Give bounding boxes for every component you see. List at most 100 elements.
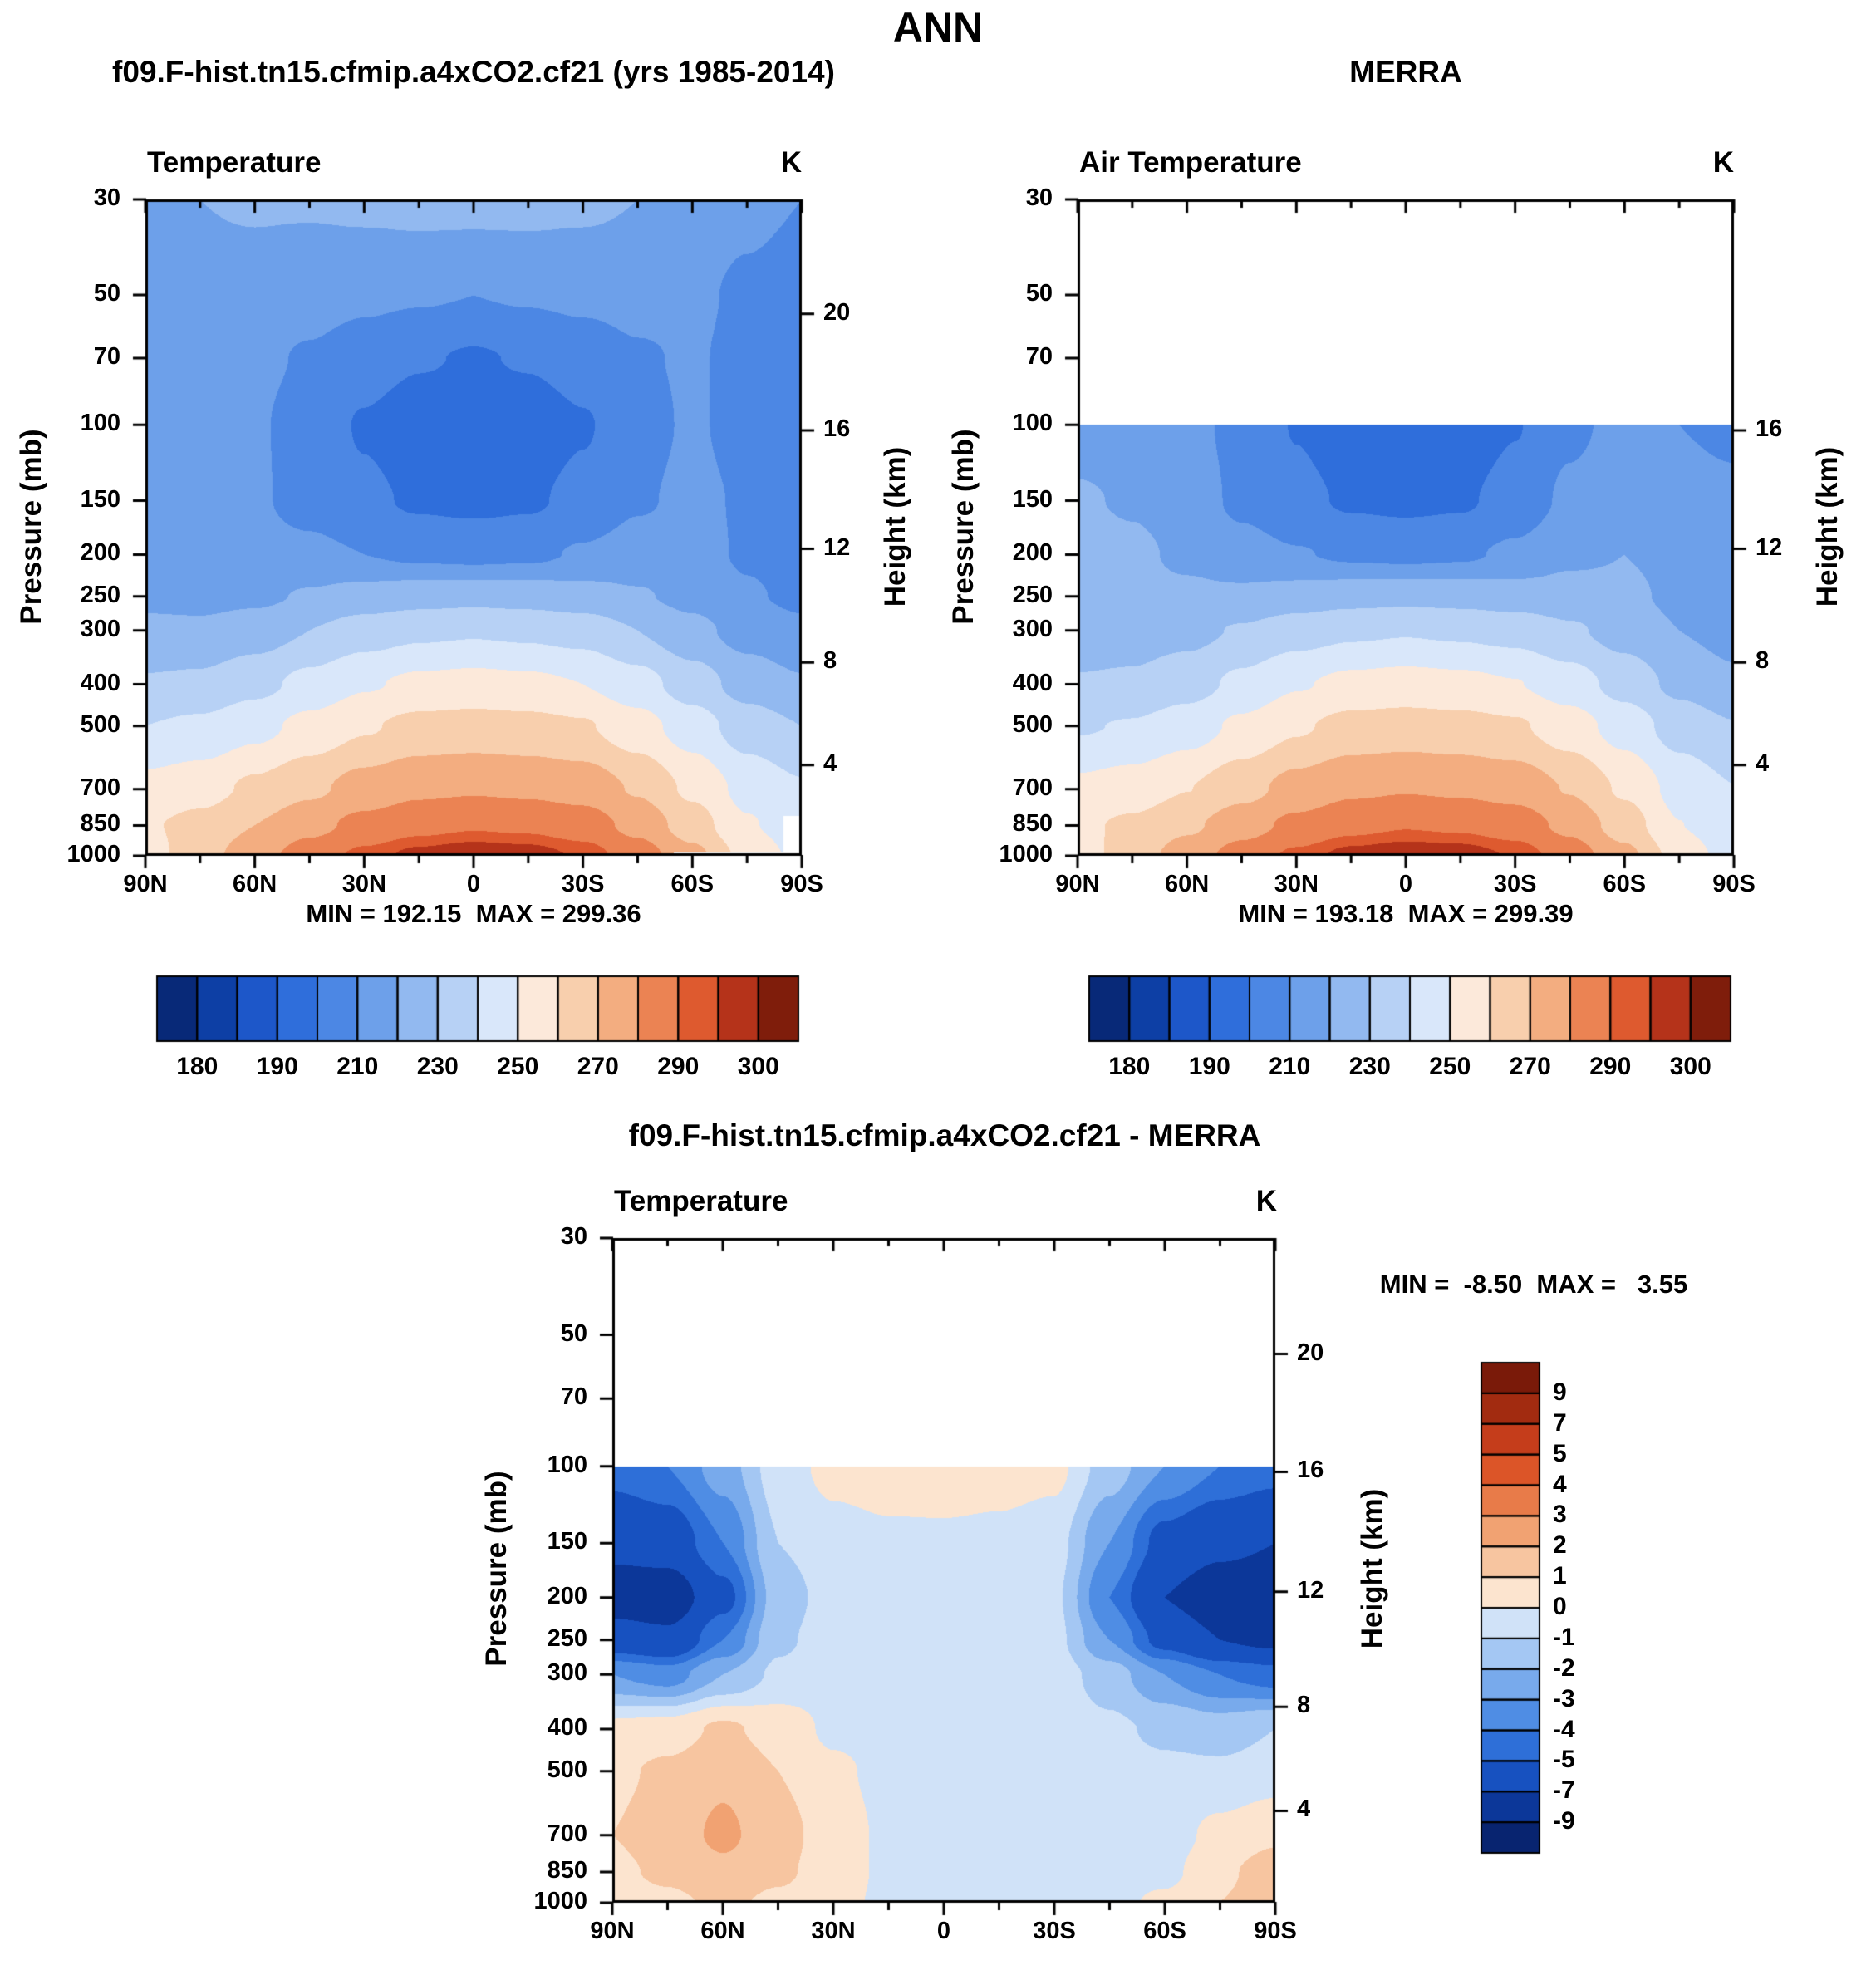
lat-tick-label: 90S bbox=[780, 871, 823, 897]
height-tick-label: 8 bbox=[1756, 647, 1770, 675]
pressure-tick-label: 70 bbox=[560, 1383, 587, 1411]
colorbar-tick-label: 1 bbox=[1553, 1562, 1567, 1590]
pressure-tick-label: 200 bbox=[1012, 539, 1053, 567]
colorbar-tick-label: -2 bbox=[1553, 1653, 1575, 1682]
lat-tick-label: 30S bbox=[1033, 1918, 1076, 1944]
colorbar-tick-label: 300 bbox=[1669, 1053, 1711, 1080]
pressure-tick-label: 100 bbox=[1012, 410, 1053, 437]
colorbar-tick-label: 180 bbox=[176, 1053, 219, 1080]
colorbar-tick-label: 210 bbox=[1269, 1053, 1311, 1080]
colorbar-tick-label: 5 bbox=[1553, 1439, 1567, 1467]
colorbar-tick-label: 290 bbox=[657, 1053, 700, 1080]
panel-diff-units: K bbox=[1255, 1185, 1277, 1217]
panel-model-units: K bbox=[780, 146, 802, 179]
colorbar-tick-label: 230 bbox=[1348, 1053, 1391, 1080]
pressure-tick-label: 400 bbox=[1012, 669, 1053, 696]
height-tick-label: 4 bbox=[1756, 749, 1770, 777]
colorbar-tick-label: 230 bbox=[416, 1053, 459, 1080]
pressure-tick-label: 70 bbox=[1025, 342, 1053, 370]
height-tick-label: 20 bbox=[1297, 1339, 1324, 1366]
panel-merra-minmax: MIN = 193.18 MAX = 299.39 bbox=[1238, 899, 1574, 928]
colorbar-tick-label: -4 bbox=[1553, 1715, 1575, 1743]
pressure-tick-label: 500 bbox=[1012, 710, 1053, 738]
colorbar-tick-label: 210 bbox=[336, 1053, 379, 1080]
colorbar-tick-label: -9 bbox=[1553, 1807, 1575, 1835]
model-temperature-contour-canvas bbox=[124, 178, 823, 877]
lat-tick-label: 0 bbox=[1398, 871, 1413, 897]
pressure-tick-label: 150 bbox=[547, 1528, 587, 1555]
lat-tick-label: 30S bbox=[561, 871, 605, 897]
pressure-tick-label: 30 bbox=[560, 1223, 587, 1250]
pressure-tick-label: 150 bbox=[1012, 485, 1053, 513]
height-tick-label: 8 bbox=[823, 647, 837, 675]
lat-tick-label: 90S bbox=[1712, 871, 1756, 897]
lat-tick-label: 30N bbox=[811, 1918, 856, 1944]
pressure-tick-label: 300 bbox=[547, 1659, 587, 1687]
pressure-tick-label: 700 bbox=[1012, 774, 1053, 801]
pressure-tick-label: 700 bbox=[547, 1820, 587, 1847]
difference-colorbar bbox=[1479, 1360, 1542, 1855]
pressure-tick-label: 500 bbox=[80, 710, 120, 738]
lat-tick-label: 30N bbox=[1274, 871, 1319, 897]
colorbar-tick-label: -5 bbox=[1553, 1746, 1575, 1774]
colorbar-tick-label: 300 bbox=[737, 1053, 779, 1080]
panel-diff-minmax: MIN = -8.50 MAX = 3.55 bbox=[1379, 1270, 1688, 1299]
merra-temperature-colorbar bbox=[1087, 974, 1733, 1044]
lat-tick-label: 60S bbox=[1143, 1918, 1186, 1944]
pressure-tick-label: 200 bbox=[80, 539, 120, 567]
lat-tick-label: 60S bbox=[1603, 871, 1647, 897]
colorbar-tick-label: 270 bbox=[1509, 1053, 1551, 1080]
height-tick-label: 16 bbox=[823, 415, 851, 442]
model-minus-merra-difference-contour-canvas bbox=[591, 1216, 1297, 1924]
panel-model-height-axis-label: Height (km) bbox=[879, 446, 911, 607]
pressure-tick-label: 250 bbox=[80, 581, 120, 608]
panel-merra-subtitle: Air Temperature bbox=[1079, 146, 1302, 179]
pressure-tick-label: 1000 bbox=[533, 1888, 587, 1914]
colorbar-tick-label: 9 bbox=[1553, 1378, 1567, 1406]
pressure-tick-label: 700 bbox=[80, 774, 120, 801]
pressure-tick-label: 30 bbox=[93, 184, 120, 211]
colorbar-tick-label: -1 bbox=[1553, 1623, 1575, 1651]
lat-tick-label: 90N bbox=[1055, 871, 1100, 897]
lat-tick-label: 60N bbox=[1165, 871, 1210, 897]
pressure-tick-label: 200 bbox=[547, 1582, 587, 1609]
colorbar-tick-label: -7 bbox=[1553, 1776, 1575, 1805]
pressure-tick-label: 50 bbox=[560, 1319, 587, 1347]
colorbar-tick-label: 3 bbox=[1553, 1501, 1567, 1529]
pressure-tick-label: 50 bbox=[93, 280, 120, 307]
panel-merra-units: K bbox=[1712, 146, 1734, 179]
pressure-tick-label: 1000 bbox=[66, 841, 120, 867]
colorbar-tick-label: 270 bbox=[577, 1053, 619, 1080]
colorbar-tick-label: 4 bbox=[1553, 1470, 1567, 1498]
pressure-tick-label: 400 bbox=[547, 1713, 587, 1741]
height-tick-label: 4 bbox=[823, 749, 837, 777]
colorbar-tick-label: 190 bbox=[256, 1053, 298, 1080]
colorbar-tick-label: 290 bbox=[1589, 1053, 1632, 1080]
lat-tick-label: 60N bbox=[233, 871, 277, 897]
pressure-tick-label: 400 bbox=[80, 669, 120, 696]
lat-tick-label: 30S bbox=[1493, 871, 1537, 897]
pressure-tick-label: 300 bbox=[1012, 615, 1053, 642]
pressure-tick-label: 100 bbox=[80, 410, 120, 437]
pressure-tick-label: 850 bbox=[80, 810, 120, 838]
pressure-tick-label: 500 bbox=[547, 1756, 587, 1783]
colorbar-tick-label: -3 bbox=[1553, 1684, 1575, 1712]
height-tick-label: 12 bbox=[1297, 1576, 1324, 1604]
colorbar-tick-label: 190 bbox=[1188, 1053, 1230, 1080]
panel-merra-height-axis-label: Height (km) bbox=[1811, 446, 1844, 607]
pressure-tick-label: 30 bbox=[1025, 184, 1053, 211]
colorbar-tick-label: 250 bbox=[497, 1053, 539, 1080]
height-tick-label: 20 bbox=[823, 298, 851, 326]
panel-diff-height-axis-label: Height (km) bbox=[1356, 1488, 1388, 1649]
height-tick-label: 12 bbox=[1756, 533, 1783, 561]
pressure-tick-label: 250 bbox=[547, 1624, 587, 1652]
merra-air-temperature-contour-canvas bbox=[1056, 178, 1756, 877]
pressure-tick-label: 1000 bbox=[999, 841, 1053, 867]
lat-tick-label: 90S bbox=[1254, 1918, 1297, 1944]
height-tick-label: 8 bbox=[1297, 1692, 1311, 1719]
panel-merra-header: MERRA bbox=[1349, 55, 1462, 89]
colorbar-tick-label: 0 bbox=[1553, 1593, 1567, 1620]
lat-tick-label: 0 bbox=[936, 1918, 951, 1944]
